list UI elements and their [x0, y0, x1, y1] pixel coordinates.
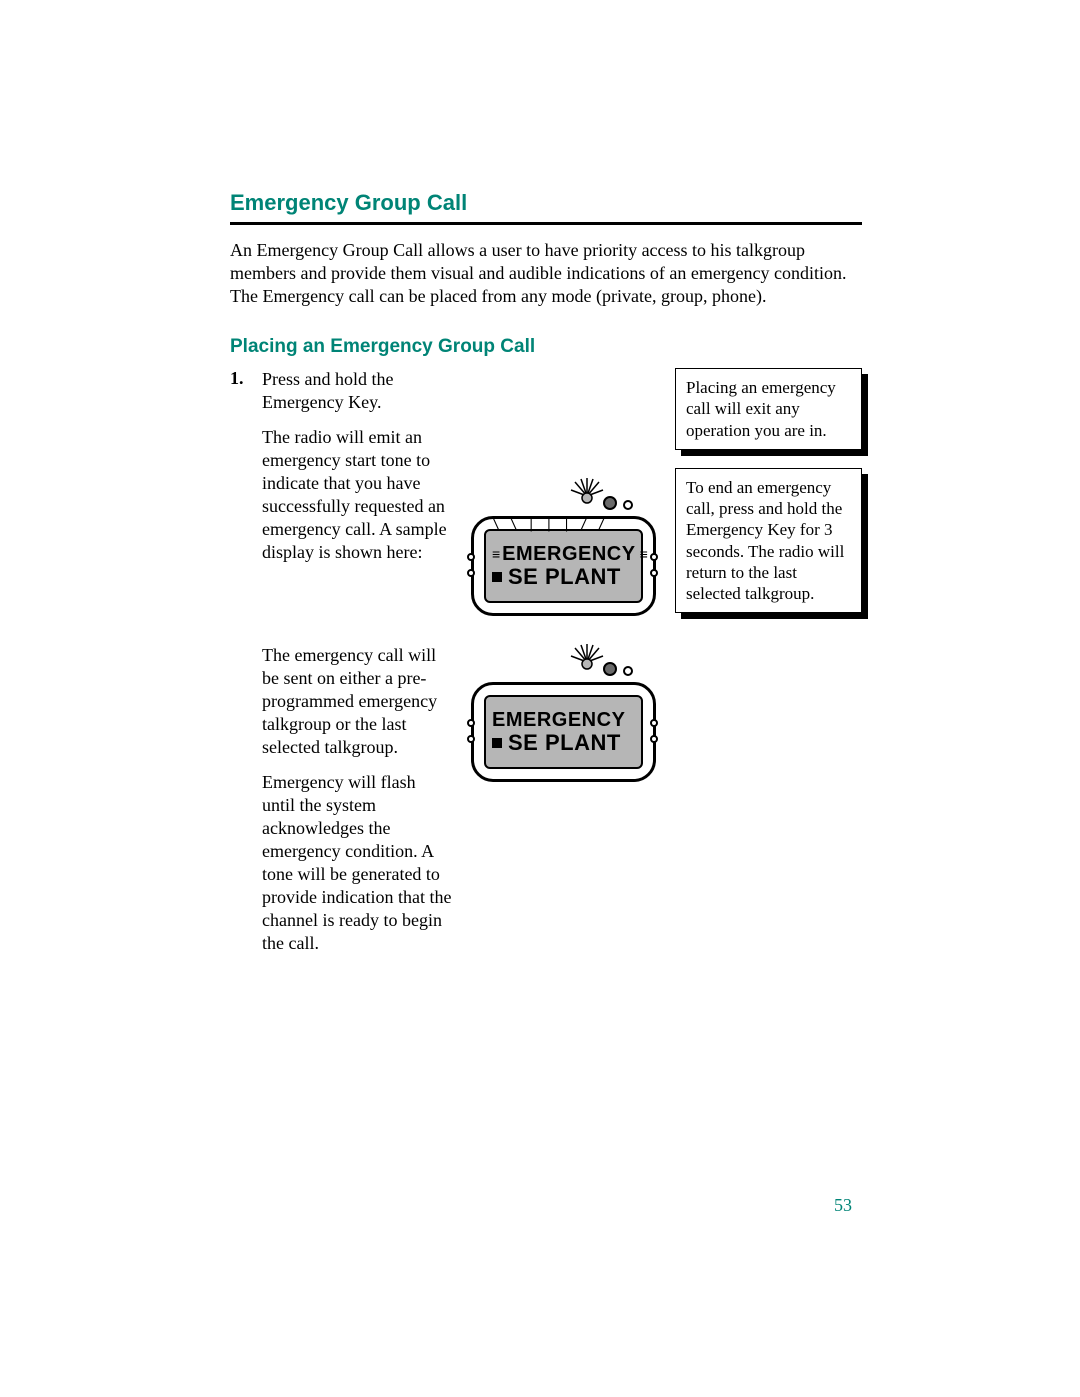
- side-nub: [467, 719, 477, 753]
- heading-rule: [230, 222, 862, 225]
- cont-para-1: The emergency call will be sent on eithe…: [262, 644, 452, 759]
- subsection-heading: Placing an Emergency Group Call: [230, 336, 862, 358]
- step-1-continuation: The emergency call will be sent on eithe…: [230, 644, 862, 967]
- continuation-text: The emergency call will be sent on eithe…: [262, 644, 452, 967]
- radio-bezel: \ \ | | | / / ≡ EMERGENCY ≡ SE PLANT: [471, 516, 656, 616]
- screen-text-1: EMERGENCY: [502, 544, 635, 564]
- cursor-icon: [492, 572, 502, 582]
- screen-line-1: ≡ EMERGENCY ≡: [492, 544, 635, 564]
- side-nub: [467, 553, 477, 587]
- radio-screen: EMERGENCY SE PLANT: [484, 695, 643, 769]
- flash-left-icon: ≡: [492, 547, 498, 561]
- step-1-para-1: Press and hold the Emergency Key.: [262, 368, 452, 414]
- knob-icon: [623, 666, 633, 676]
- screen-text-2: SE PLANT: [508, 732, 621, 754]
- knob-icon: [603, 662, 617, 676]
- flash-rays-icon: \ \ | | | / /: [492, 517, 607, 532]
- cursor-icon: [492, 738, 502, 748]
- radio-device: \ \ | | | / / ≡ EMERGENCY ≡ SE PLANT: [471, 478, 656, 616]
- radio-top: [471, 478, 656, 516]
- screen-line-1: EMERGENCY: [492, 710, 635, 730]
- side-nub: [650, 553, 660, 587]
- radio-illustration-2: EMERGENCY SE PLANT: [466, 644, 661, 782]
- radio-illustration-1: \ \ | | | / / ≡ EMERGENCY ≡ SE PLANT: [466, 368, 661, 616]
- radio-screen: \ \ | | | / / ≡ EMERGENCY ≡ SE PLANT: [484, 529, 643, 603]
- intro-paragraph: An Emergency Group Call allows a user to…: [230, 239, 862, 308]
- light-burst-icon: [567, 640, 607, 670]
- cont-para-2: Emergency will flash until the system ac…: [262, 771, 452, 955]
- radio-bezel: EMERGENCY SE PLANT: [471, 682, 656, 782]
- screen-text-1: EMERGENCY: [492, 710, 625, 730]
- side-nub: [650, 719, 660, 753]
- light-burst-icon: [567, 474, 607, 504]
- screen-line-2: SE PLANT: [492, 566, 635, 588]
- page-number: 53: [834, 1195, 852, 1216]
- step-number: 1.: [230, 368, 248, 389]
- note-text-2: To end an emergency call, press and hold…: [675, 468, 862, 614]
- knob-icon: [623, 500, 633, 510]
- note-text-1: Placing an emergency call will exit any …: [675, 368, 862, 450]
- step-1-para-2: The radio will emit an emergency start t…: [262, 426, 452, 564]
- flash-right-icon: ≡: [640, 547, 646, 561]
- radio-device: EMERGENCY SE PLANT: [471, 644, 656, 782]
- note-box-2: To end an emergency call, press and hold…: [675, 468, 862, 614]
- knob-icon: [603, 496, 617, 510]
- screen-text-2: SE PLANT: [508, 566, 621, 588]
- document-page: Emergency Group Call An Emergency Group …: [230, 190, 862, 968]
- section-heading: Emergency Group Call: [230, 190, 862, 216]
- note-box-1: Placing an emergency call will exit any …: [675, 368, 862, 450]
- notes-column: Placing an emergency call will exit any …: [675, 368, 862, 613]
- radio-top: [471, 644, 656, 682]
- step-1-row: 1. Press and hold the Emergency Key. The…: [230, 368, 862, 616]
- step-1-text: Press and hold the Emergency Key. The ra…: [262, 368, 452, 576]
- screen-line-2: SE PLANT: [492, 732, 635, 754]
